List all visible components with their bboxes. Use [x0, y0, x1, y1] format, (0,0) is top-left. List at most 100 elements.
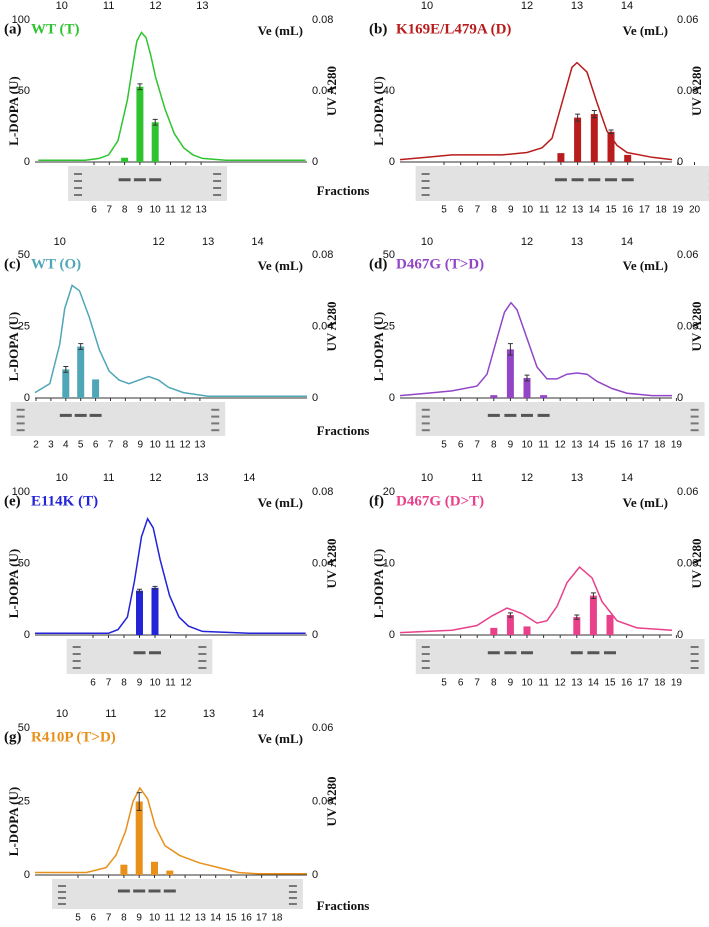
fraction-label: 8 [491, 440, 497, 451]
fraction-label: 11 [165, 913, 176, 924]
error-bar [591, 110, 597, 119]
gel-ladder [421, 422, 430, 425]
gel-ladder [16, 408, 25, 411]
gel-ladder [690, 660, 699, 662]
gel-ladder [421, 415, 430, 418]
fraction-label: 16 [622, 205, 634, 216]
bar [62, 369, 70, 398]
fraction-label: 9 [138, 440, 144, 451]
y-tick-label: 25 [383, 320, 395, 332]
y-axis-title: L-DOPA (U) [371, 312, 386, 381]
fraction-label: 5 [441, 678, 447, 689]
absorbance-line [399, 61, 673, 161]
fraction-label: 12 [180, 678, 192, 689]
y2-tick-label: 0.08 [312, 486, 333, 498]
gel-ladder [690, 429, 699, 432]
panel: 5 6 7 8 9 10 11 12 13 14 15 16 17 18 19 10 12 13 14 0 25 50 0 0… [369, 236, 705, 451]
y-tick-label: 0 [389, 156, 395, 168]
gel-ladder [690, 408, 699, 411]
x-axis-title: Ve (mL) [258, 731, 303, 746]
error-bar [152, 585, 158, 590]
y2-tick-label: 0.06 [677, 14, 698, 26]
bar [523, 377, 531, 398]
gel-ladder [421, 660, 430, 662]
panel-title: E114K (T) [31, 493, 98, 509]
bar [574, 117, 582, 162]
fraction-label: 10 [150, 440, 162, 451]
gel-band [118, 178, 131, 182]
y2-tick-label: 0.03 [677, 85, 698, 97]
y-tick-label: 40 [383, 85, 395, 97]
y2-axis-title: UV A280 [324, 539, 339, 589]
fraction-label: 9 [508, 205, 514, 216]
gel-ladder [288, 891, 297, 893]
gel-band [605, 178, 617, 182]
fraction-label: 7 [474, 678, 480, 689]
bar [540, 395, 548, 398]
gel-ladder [421, 187, 430, 189]
gel-ladder [198, 653, 207, 655]
gel-band [587, 651, 600, 655]
fraction-label: 7 [106, 678, 112, 689]
bar [92, 379, 100, 398]
bar [121, 157, 129, 162]
gel-ladder [73, 173, 82, 175]
error-bar [574, 614, 580, 620]
panel-title: WT (O) [31, 256, 81, 272]
gel-ladder [72, 646, 81, 648]
x-tick-label: 13 [571, 472, 583, 484]
fraction-label: 11 [165, 440, 176, 451]
y-tick-label: 0 [389, 392, 395, 404]
gel-ladder [690, 653, 699, 655]
gel [10, 402, 226, 436]
gel-ladder [72, 660, 81, 662]
fraction-label: 15 [605, 205, 617, 216]
y-axis-title: L-DOPA (U) [6, 787, 21, 856]
x-axis-title: Ve (mL) [623, 258, 668, 273]
y-tick-label: 25 [18, 795, 30, 807]
gel-band [521, 651, 533, 655]
y2-tick-label: 0 [312, 156, 318, 168]
x-axis-title: Ve (mL) [623, 495, 668, 510]
gel-ladder [213, 173, 222, 175]
x-tick-label: 12 [149, 472, 161, 484]
gel-band [117, 889, 130, 893]
x-tick-label: 10 [421, 236, 433, 248]
panel-title: R410P (T>D) [31, 729, 116, 745]
gel-ladder [690, 667, 699, 669]
absorbance-line [35, 786, 307, 875]
bar [151, 122, 159, 162]
y2-tick-label: 0.06 [677, 486, 698, 498]
fraction-label: 7 [108, 440, 114, 451]
x-tick-label: 14 [252, 708, 264, 720]
gel [415, 402, 705, 436]
x-tick-label: 14 [621, 472, 633, 484]
error-bar [137, 83, 143, 91]
gel [67, 166, 228, 201]
fraction-label: 15 [604, 440, 616, 451]
panel-label: (g) [4, 729, 22, 745]
fraction-label: 19 [671, 440, 683, 451]
y2-tick-label: 0 [312, 869, 318, 881]
gel-band [504, 413, 517, 417]
y-tick-label: 50 [18, 85, 30, 97]
gel-band [133, 889, 146, 893]
fraction-label: 9 [137, 678, 143, 689]
fraction-label: 6 [458, 440, 464, 451]
gel [415, 639, 705, 674]
y2-axis-title: UV A280 [324, 302, 339, 352]
y-axis-title: L-DOPA (U) [6, 312, 21, 381]
fraction-label: 8 [123, 440, 129, 451]
x-tick-label: 12 [149, 0, 161, 12]
fractions-title: Fractions [317, 423, 370, 438]
x-tick-label: 11 [105, 708, 116, 720]
gel-ladder [213, 180, 222, 182]
gel-ladder [198, 667, 207, 669]
bar [151, 861, 158, 875]
y2-axis-title: UV A280 [689, 539, 704, 589]
bar [136, 590, 143, 635]
error-bar [137, 588, 142, 593]
gel-ladder [16, 422, 25, 425]
fraction-label: 15 [225, 913, 237, 924]
